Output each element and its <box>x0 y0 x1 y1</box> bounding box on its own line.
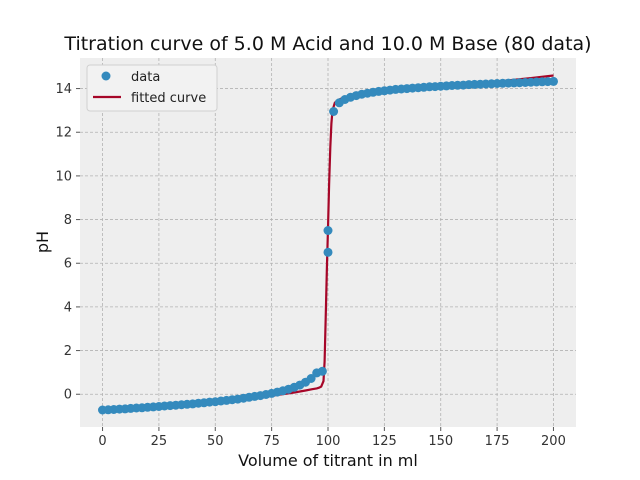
y-tick-label: 10 <box>55 169 72 184</box>
data-point <box>323 247 333 257</box>
x-tick-label: 0 <box>98 434 106 449</box>
x-tick-label: 125 <box>372 434 397 449</box>
y-tick-label: 2 <box>64 344 72 359</box>
y-tick-label: 12 <box>55 126 72 141</box>
data-point <box>329 107 339 116</box>
y-axis-label: pH <box>33 231 52 253</box>
x-tick-label: 150 <box>428 434 453 449</box>
data-point <box>306 374 316 383</box>
x-tick-label: 50 <box>207 434 224 449</box>
legend-data-label: data <box>131 70 160 85</box>
chart-title: Titration curve of 5.0 M Acid and 10.0 M… <box>63 33 591 55</box>
x-tick-label: 100 <box>316 434 341 449</box>
y-tick-label: 4 <box>64 300 72 315</box>
x-tick-label: 25 <box>151 434 168 449</box>
x-tick-label: 200 <box>541 434 566 449</box>
x-tick-label: 175 <box>485 434 510 449</box>
x-tick-label: 75 <box>263 434 280 449</box>
data-point <box>323 226 333 235</box>
legend-fit-label: fitted curve <box>131 91 206 106</box>
y-tick-label: 14 <box>55 82 72 97</box>
data-point <box>549 76 558 86</box>
data-point <box>317 366 327 376</box>
y-tick-label: 8 <box>64 213 72 228</box>
legend: data fitted curve <box>86 64 218 112</box>
y-tick-label: 0 <box>64 388 72 403</box>
y-tick-label: 6 <box>64 257 72 272</box>
legend-data-marker <box>101 71 111 81</box>
data-points-layer <box>98 76 558 415</box>
axis-ticks: 0 25 50 75 100 125 150 175 200 0 2 4 6 8 10 12 14 <box>55 82 565 449</box>
x-axis-label: Volume of titrant in ml <box>238 451 418 470</box>
legend-box <box>86 64 218 112</box>
